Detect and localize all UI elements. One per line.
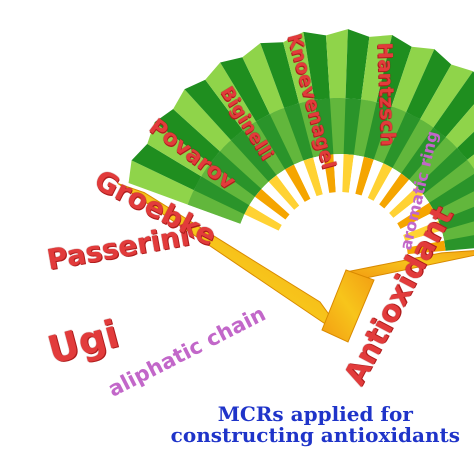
fan-ring-stripe (434, 191, 474, 221)
fan-gap (313, 155, 330, 195)
fan-gap (373, 167, 402, 205)
fan-gap (384, 179, 417, 213)
fan-rib (285, 164, 311, 202)
fan-gap (361, 159, 384, 198)
fan-ring-stripe (329, 97, 346, 155)
fan-gap (405, 230, 445, 248)
fan-pleat-light (420, 64, 474, 128)
fan-rib (389, 186, 424, 218)
fan-ring-stripe (269, 107, 304, 165)
fan-pleat-dark (154, 109, 220, 164)
fan-ring-stripe (219, 140, 269, 189)
fan-rib (367, 163, 393, 201)
fan-pleat-light (391, 46, 435, 113)
fan-rib (303, 157, 323, 197)
fan-pleat-light (325, 29, 348, 99)
fan-rib (323, 154, 336, 193)
fan-gap (393, 194, 430, 224)
fan-ribs (240, 154, 446, 255)
fan-rib (397, 202, 435, 229)
fan-pleat-dark (376, 34, 412, 107)
fan-rib (254, 188, 290, 220)
fan-rib (244, 205, 282, 231)
fan-ring-stripe (373, 106, 407, 164)
fan-leaves (128, 29, 474, 251)
fan-rib (403, 220, 442, 242)
fan-rib (342, 154, 354, 193)
caption-line2: constructing antioxidants (170, 423, 460, 447)
caption: MCRs applied for constructing antioxidan… (171, 404, 460, 446)
fan-rib (355, 156, 374, 196)
fan-ring-stripe (441, 221, 474, 241)
reaction-hantzsch: Hantzsch (373, 41, 401, 147)
fan-pleat-light (283, 31, 315, 104)
caption-line1: MCRs applied for (217, 402, 413, 426)
fan-pleat-light (361, 34, 393, 103)
fan-pleat-light (242, 43, 285, 115)
fan-pleat-dark (184, 79, 243, 141)
fan-gap (276, 169, 305, 206)
fan-ring-stripe (392, 119, 434, 174)
fan-pleat-light (128, 160, 194, 205)
fan-rib (379, 173, 410, 209)
fan-pleat-light (173, 89, 231, 152)
fan-ring-stripe (201, 163, 255, 206)
fan-gap (261, 181, 295, 215)
fan-gap (240, 214, 279, 237)
fan-pleat-dark (406, 49, 452, 120)
fan-pleat-dark (345, 29, 370, 100)
aliphatic-band (117, 183, 347, 339)
fan-gap (249, 196, 286, 225)
fan-pleat-dark (303, 31, 330, 101)
fan-handle (321, 269, 375, 343)
fan-rib (406, 240, 446, 255)
fan-pleat-light (147, 122, 210, 177)
fan-ring-stripe (423, 159, 474, 203)
fan-pleat-dark (260, 42, 300, 108)
fan-ring-stripe (409, 137, 458, 187)
fan-gap (294, 160, 317, 199)
fan-pleat-light (205, 62, 256, 131)
fan-gap (348, 154, 364, 194)
fan-rib (268, 175, 300, 210)
fan-pleat-light (445, 104, 474, 148)
fan-gap (333, 154, 344, 193)
fan-pleat-light (467, 154, 474, 170)
fan-ring-stripe (187, 190, 245, 224)
fan-ring-stripe (353, 99, 377, 157)
fan-pleat-dark (131, 143, 202, 191)
fan-pleat-dark (220, 57, 270, 122)
fan-pleat-dark (433, 71, 474, 138)
fan-ring-stripe (242, 121, 286, 176)
fan-gap (400, 211, 439, 235)
fan-ring-stripe (299, 100, 324, 158)
